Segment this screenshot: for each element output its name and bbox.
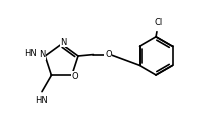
Text: O: O — [72, 72, 78, 81]
Text: N: N — [61, 38, 67, 47]
Text: HN: HN — [35, 96, 48, 105]
Text: O: O — [105, 50, 112, 59]
Text: N: N — [39, 50, 45, 59]
Text: HN: HN — [24, 49, 37, 58]
Text: Cl: Cl — [154, 18, 162, 27]
